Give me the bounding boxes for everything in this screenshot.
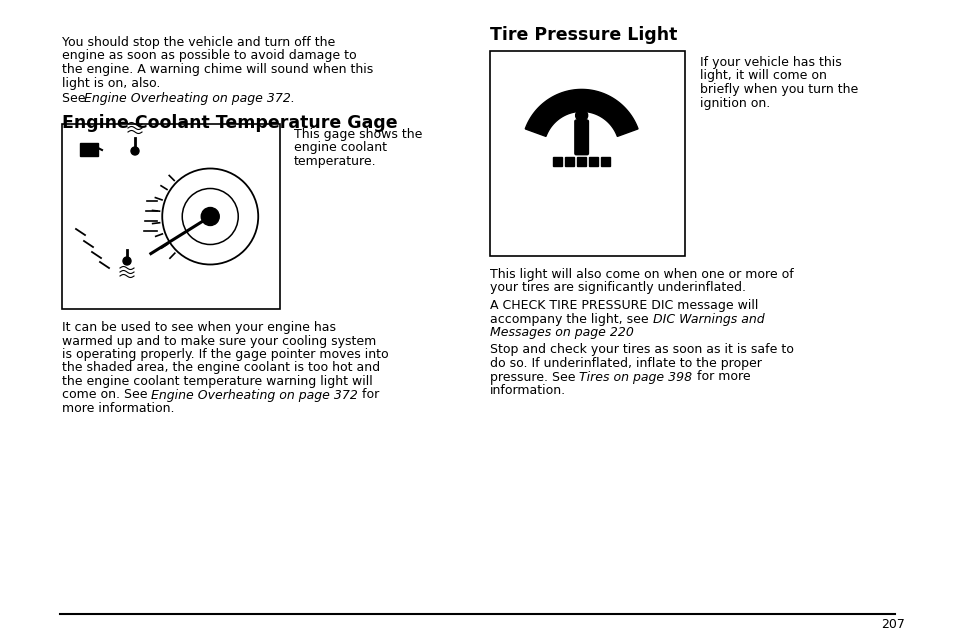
Text: It can be used to see when your engine has: It can be used to see when your engine h…: [62, 321, 335, 334]
Text: Engine Overheating on page 372.: Engine Overheating on page 372.: [84, 92, 294, 105]
Text: Engine Overheating on page 372: Engine Overheating on page 372: [152, 389, 358, 401]
Text: engine as soon as possible to avoid damage to: engine as soon as possible to avoid dama…: [62, 50, 356, 62]
Bar: [577, 157, 585, 167]
Text: Tires on page 398: Tires on page 398: [578, 371, 692, 384]
Text: light, it will come on: light, it will come on: [700, 69, 826, 83]
Text: Stop and check your tires as soon as it is safe to: Stop and check your tires as soon as it …: [490, 343, 793, 357]
Text: DIC Warnings and: DIC Warnings and: [652, 312, 763, 326]
Bar: [600, 157, 610, 167]
Text: information.: information.: [490, 384, 565, 397]
FancyBboxPatch shape: [490, 51, 684, 256]
Circle shape: [123, 257, 131, 265]
Text: for more: for more: [692, 371, 749, 384]
Text: pressure. See: pressure. See: [490, 371, 578, 384]
Text: the shaded area, the engine coolant is too hot and: the shaded area, the engine coolant is t…: [62, 361, 379, 375]
Text: light is on, also.: light is on, also.: [62, 76, 160, 90]
Text: Engine Coolant Temperature Gage: Engine Coolant Temperature Gage: [62, 114, 397, 132]
Text: 207: 207: [881, 618, 904, 631]
Text: Tire Pressure Light: Tire Pressure Light: [490, 26, 677, 44]
Text: for: for: [358, 389, 379, 401]
FancyBboxPatch shape: [62, 124, 280, 309]
Circle shape: [131, 147, 139, 155]
Text: come on. See: come on. See: [62, 389, 152, 401]
Text: your tires are significantly underinflated.: your tires are significantly underinflat…: [490, 282, 745, 294]
Text: briefly when you turn the: briefly when you turn the: [700, 83, 858, 96]
Bar: [564, 157, 574, 167]
Text: If your vehicle has this: If your vehicle has this: [700, 56, 841, 69]
Bar: [589, 157, 598, 167]
Text: accompany the light, see: accompany the light, see: [490, 312, 652, 326]
Text: This gage shows the: This gage shows the: [294, 128, 422, 141]
Text: temperature.: temperature.: [294, 155, 376, 168]
FancyBboxPatch shape: [574, 120, 589, 155]
Text: You should stop the vehicle and turn off the: You should stop the vehicle and turn off…: [62, 36, 335, 49]
Text: See: See: [62, 92, 90, 105]
Text: Messages on page 220: Messages on page 220: [490, 326, 633, 339]
Text: engine coolant: engine coolant: [294, 141, 387, 155]
Text: is operating properly. If the gage pointer moves into: is operating properly. If the gage point…: [62, 348, 388, 361]
Bar: [80, 143, 98, 156]
Text: This light will also come on when one or more of: This light will also come on when one or…: [490, 268, 793, 281]
Text: do so. If underinflated, inflate to the proper: do so. If underinflated, inflate to the …: [490, 357, 761, 370]
Circle shape: [201, 207, 219, 226]
Text: the engine. A warning chime will sound when this: the engine. A warning chime will sound w…: [62, 63, 373, 76]
Text: more information.: more information.: [62, 402, 174, 415]
Text: A CHECK TIRE PRESSURE DIC message will: A CHECK TIRE PRESSURE DIC message will: [490, 299, 758, 312]
Text: warmed up and to make sure your cooling system: warmed up and to make sure your cooling …: [62, 335, 375, 347]
Text: the engine coolant temperature warning light will: the engine coolant temperature warning l…: [62, 375, 373, 388]
Bar: [553, 157, 561, 167]
Polygon shape: [525, 90, 638, 136]
Text: ignition on.: ignition on.: [700, 97, 769, 109]
Circle shape: [575, 109, 587, 121]
